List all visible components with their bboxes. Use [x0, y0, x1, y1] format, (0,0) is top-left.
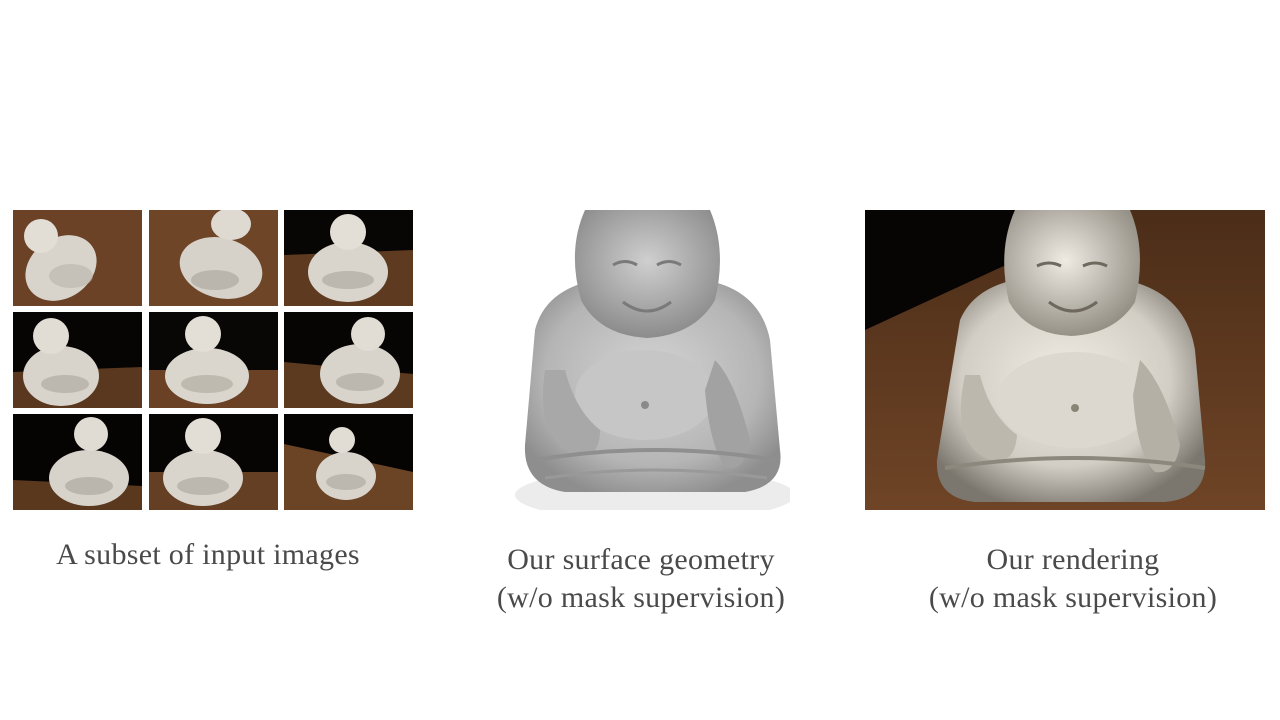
caption-input-images-text: A subset of input images — [56, 538, 360, 571]
caption-surface-geometry-line2: (w/o mask supervision) — [496, 581, 786, 614]
input-image-5 — [149, 312, 278, 408]
caption-rendering-line1: Our rendering — [986, 543, 1160, 576]
surface-geometry-render — [505, 210, 790, 510]
input-image-8 — [149, 414, 278, 510]
input-images-grid — [13, 210, 413, 510]
input-image-6 — [284, 312, 413, 408]
input-image-9 — [284, 414, 413, 510]
caption-rendering: Our rendering (w/o mask supervision) — [890, 541, 1256, 617]
caption-rendering-line2: (w/o mask supervision) — [928, 581, 1218, 614]
input-image-7 — [13, 414, 142, 510]
rendering-image — [865, 210, 1265, 510]
caption-input-images: A subset of input images — [20, 536, 396, 574]
input-image-4 — [13, 312, 142, 408]
input-image-1 — [13, 210, 142, 306]
caption-surface-geometry: Our surface geometry (w/o mask supervisi… — [460, 541, 822, 617]
caption-surface-geometry-line1: Our surface geometry — [507, 543, 775, 576]
input-image-2 — [149, 210, 278, 306]
input-image-3 — [284, 210, 413, 306]
